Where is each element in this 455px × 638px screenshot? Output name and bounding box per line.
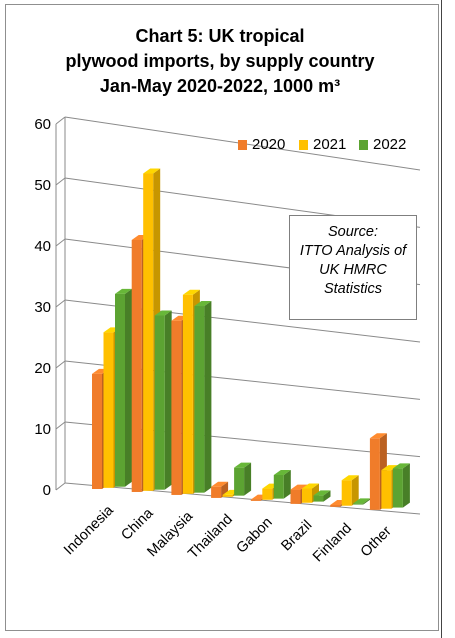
bar-2022-thailand	[234, 467, 245, 496]
bar-top-2022-thailand	[234, 462, 252, 468]
bar-2022-other	[392, 468, 403, 508]
x-tick-label-other: Other	[358, 523, 395, 560]
legend-label-2020: 2020	[252, 136, 286, 153]
x-tick-label-gabon: Gabon	[234, 514, 276, 556]
bar-top-2022-china	[154, 310, 172, 316]
bar-2021-other	[381, 470, 392, 509]
y-tick-label-30: 30	[34, 299, 51, 316]
bar-2021-thailand	[222, 494, 233, 497]
gridline-side-10	[55, 421, 66, 430]
bar-side-2022-finland	[363, 498, 371, 505]
bar-2021-malaysia	[182, 294, 193, 494]
bar-top-2021-malaysia	[182, 289, 200, 295]
bar-top-2020-thailand	[211, 481, 229, 487]
y-tick-label-40: 40	[34, 238, 51, 255]
gridline-side-20	[55, 360, 66, 369]
bar-2022-malaysia	[194, 306, 205, 493]
bar-2022-china	[154, 315, 165, 490]
bar-top-2022-malaysia	[194, 301, 212, 307]
bar-2020-thailand	[211, 486, 222, 498]
gridline-side-60	[55, 116, 66, 125]
legend-item-2021: 2021	[299, 136, 346, 153]
y-tick-label-20: 20	[34, 360, 51, 377]
gridline-side-0	[55, 482, 66, 491]
bar-top-2021-china	[143, 168, 161, 174]
bar-top-2020-other	[369, 433, 387, 439]
bar-2021-gabon	[262, 488, 273, 500]
legend-swatch-2021	[299, 140, 308, 150]
chart-title-line-2: plywood imports, by supply country	[65, 51, 375, 71]
bar-2022-brazil	[313, 495, 324, 502]
bar-top-2022-gabon	[273, 469, 291, 475]
bar-side-2021-finland	[351, 475, 359, 506]
bar-2022-finland	[353, 503, 364, 505]
bar-top-2021-brazil	[302, 483, 319, 489]
bar-side-2022-malaysia	[204, 301, 212, 493]
x-tick-label-indonesia: Indonesia	[61, 502, 117, 558]
gridline-0	[64, 482, 421, 515]
bar-side-2022-other	[402, 463, 410, 508]
bar-2020-gabon	[250, 499, 261, 501]
bar-2022-indonesia	[115, 293, 125, 487]
y-tick-label-10: 10	[34, 421, 51, 438]
y-tick-label-50: 50	[34, 177, 51, 194]
bar-2020-china	[131, 239, 142, 492]
chart-title: Chart 5: UK tropical plywood imports, by…	[30, 24, 410, 99]
legend-item-2020: 2020	[238, 136, 285, 153]
bar-2021-indonesia	[103, 332, 114, 488]
y-tick-label-0: 0	[43, 482, 51, 499]
bar-top-2020-brazil	[290, 484, 308, 490]
bar-top-2022-other	[392, 463, 410, 469]
chart-title-line-1: Chart 5: UK tropical	[135, 26, 305, 46]
bar-2020-finland	[330, 504, 341, 507]
bar-side-2022-gabon	[283, 469, 291, 499]
bar-side-2022-indonesia	[125, 288, 132, 487]
bar-top-2021-finland	[341, 475, 359, 481]
page-edge-line	[441, 0, 442, 638]
bar-2020-other	[369, 438, 380, 510]
bar-side-2022-thailand	[244, 462, 252, 496]
y-tick-label-60: 60	[34, 116, 51, 133]
bar-2021-china	[143, 173, 154, 491]
bar-top-2022-indonesia	[115, 288, 132, 294]
legend-swatch-2022	[359, 140, 368, 150]
bar-2020-malaysia	[171, 320, 182, 495]
x-tick-label-brazil: Brazil	[278, 517, 315, 554]
bar-2021-finland	[341, 480, 352, 506]
legend-label-2021: 2021	[313, 136, 347, 153]
x-tick-label-china: China	[118, 505, 157, 544]
bar-side-2022-china	[164, 310, 172, 490]
legend-label-2022: 2022	[373, 136, 407, 153]
bar-2020-brazil	[290, 489, 301, 504]
source-line-3: UK HMRC	[319, 262, 387, 278]
bar-side-2022-brazil	[323, 490, 331, 502]
bar-top-2022-brazil	[313, 490, 331, 496]
source-line-2: ITTO Analysis of	[299, 243, 407, 259]
source-line-1: Source:	[328, 224, 378, 240]
source-line-4: Statistics	[323, 281, 382, 297]
legend-swatch-2020	[238, 140, 247, 150]
bar-2021-brazil	[302, 488, 312, 503]
gridline-side-30	[55, 299, 66, 308]
gridline-side-40	[55, 238, 66, 247]
bar-top-2022-finland	[353, 498, 371, 504]
bar-top-2021-other	[381, 465, 399, 471]
source-box: Source: ITTO Analysis of UK HMRC Statist…	[289, 215, 417, 320]
chart-title-line-3: Jan-May 2020-2022, 1000 m³	[99, 76, 341, 96]
bar-2022-gabon	[273, 474, 284, 499]
legend-item-2022: 2022	[359, 136, 406, 153]
x-tick-label-finland: Finland	[310, 520, 355, 565]
bar-2020-indonesia	[92, 373, 102, 489]
gridline-side-50	[55, 177, 66, 186]
